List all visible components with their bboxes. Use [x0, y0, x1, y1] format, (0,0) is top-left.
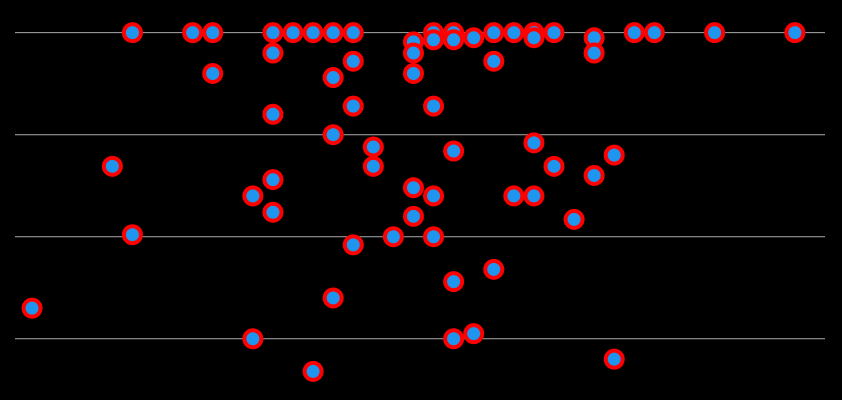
point	[342, 50, 364, 72]
point	[362, 155, 384, 177]
point	[483, 50, 505, 72]
point	[483, 258, 505, 280]
point	[302, 22, 324, 44]
point	[583, 42, 605, 64]
point	[322, 67, 344, 89]
point	[784, 22, 806, 44]
point	[603, 348, 625, 370]
point	[342, 22, 364, 44]
point	[262, 42, 284, 64]
point	[423, 226, 445, 248]
point	[242, 185, 264, 207]
point	[262, 22, 284, 44]
point	[202, 22, 224, 44]
point	[523, 27, 545, 49]
point	[202, 62, 224, 84]
point	[623, 22, 645, 44]
point	[121, 224, 143, 246]
point	[463, 27, 485, 49]
point	[121, 22, 143, 44]
point	[342, 234, 364, 256]
point	[463, 323, 485, 345]
point	[563, 208, 585, 230]
point	[262, 201, 284, 223]
point	[382, 226, 404, 248]
point	[262, 169, 284, 191]
point	[402, 177, 424, 199]
point	[101, 155, 123, 177]
point	[423, 95, 445, 117]
point	[322, 287, 344, 309]
point	[302, 360, 324, 382]
point	[503, 185, 525, 207]
point	[322, 22, 344, 44]
point	[182, 22, 204, 44]
point	[443, 271, 465, 293]
point	[503, 22, 525, 44]
point	[543, 155, 565, 177]
point	[443, 140, 465, 162]
point	[242, 328, 264, 350]
point	[483, 22, 505, 44]
point	[322, 124, 344, 146]
point	[282, 22, 304, 44]
point	[523, 185, 545, 207]
point	[362, 136, 384, 158]
point	[262, 103, 284, 125]
point	[423, 185, 445, 207]
point	[342, 95, 364, 117]
point	[402, 42, 424, 64]
point	[523, 132, 545, 154]
point	[583, 165, 605, 187]
point	[21, 297, 43, 319]
point	[402, 205, 424, 227]
point	[603, 144, 625, 166]
point	[423, 29, 445, 51]
point	[443, 328, 465, 350]
point	[543, 22, 565, 44]
point	[704, 22, 726, 44]
point	[643, 22, 665, 44]
point	[443, 29, 465, 51]
point	[402, 62, 424, 84]
